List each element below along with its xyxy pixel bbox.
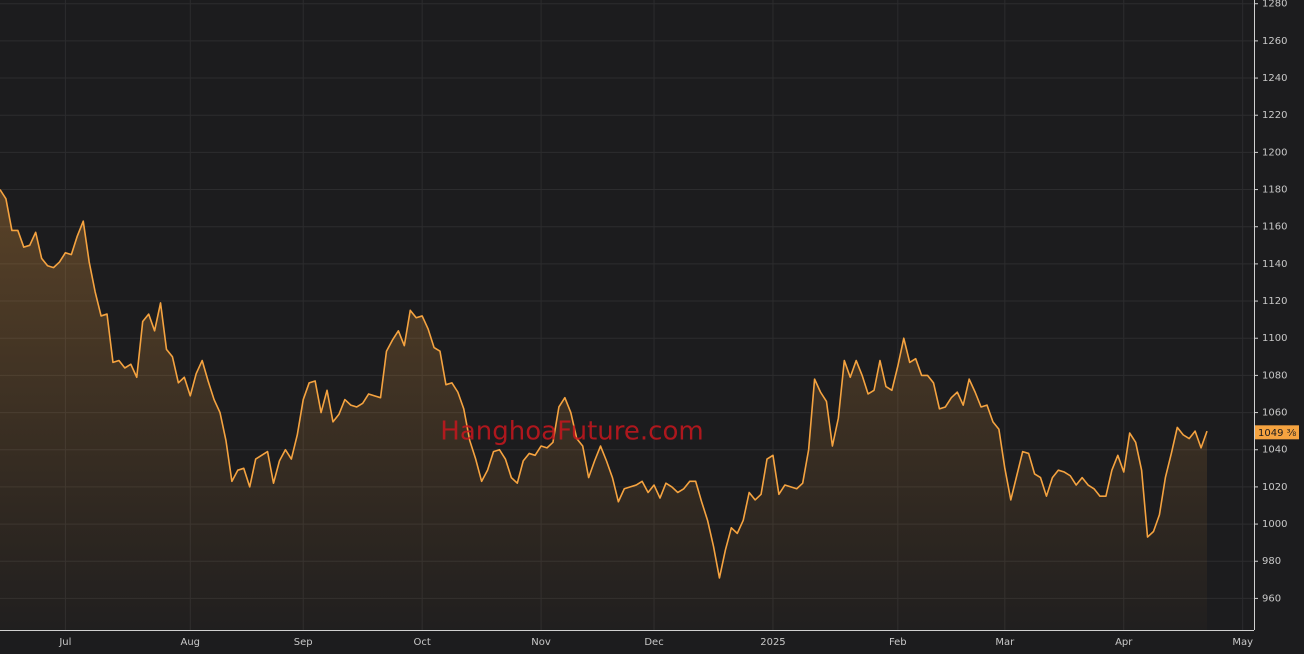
x-tick-label: Apr bbox=[1115, 637, 1133, 648]
x-tick-label: Feb bbox=[889, 637, 907, 648]
y-tick-label: 980 bbox=[1262, 556, 1281, 567]
price-tag-label: 1049 ⅜ bbox=[1258, 428, 1297, 439]
x-tick-label: Nov bbox=[531, 637, 551, 648]
price-line bbox=[0, 189, 1208, 579]
x-tick-label: May bbox=[1232, 637, 1253, 648]
price-tag bbox=[1255, 425, 1299, 440]
y-tick-label: 1240 bbox=[1262, 73, 1287, 84]
axes: 960 980 1000 1020 1040 1060 1080 1100 1120 1140 11… bbox=[58, 0, 1299, 648]
x-tick-label: Jul bbox=[58, 637, 71, 648]
plot bbox=[0, 189, 1208, 630]
y-tick-label: 1120 bbox=[1262, 296, 1287, 307]
x-tick-label: Aug bbox=[181, 637, 201, 648]
x-tick-label: 2025 bbox=[760, 637, 785, 648]
y-tick-label: 1040 bbox=[1262, 445, 1287, 456]
y-tick-label: 1000 bbox=[1262, 519, 1287, 530]
y-tick-label: 1260 bbox=[1262, 36, 1287, 47]
y-tick-label: 1060 bbox=[1262, 408, 1287, 419]
y-tick-label: 1140 bbox=[1262, 259, 1287, 270]
x-tick-label: Oct bbox=[414, 637, 431, 648]
x-tick-label: Dec bbox=[644, 637, 663, 648]
y-tick-label: 960 bbox=[1262, 593, 1281, 604]
y-tick-label: 1200 bbox=[1262, 147, 1287, 158]
y-tick-label: 1020 bbox=[1262, 482, 1287, 493]
y-tick-label: 1160 bbox=[1262, 222, 1287, 233]
y-tick-label: 1220 bbox=[1262, 110, 1287, 121]
area-fill bbox=[0, 189, 1207, 630]
watermark: HanghoaFuture.com bbox=[440, 417, 703, 447]
y-tick-label: 1180 bbox=[1262, 185, 1287, 196]
y-tick-label: 1280 bbox=[1262, 0, 1287, 10]
x-tick-label: Mar bbox=[995, 637, 1015, 648]
x-tick-label: Sep bbox=[294, 637, 313, 648]
y-tick-label: 1080 bbox=[1262, 370, 1287, 381]
y-tick-label: 1100 bbox=[1262, 333, 1287, 344]
